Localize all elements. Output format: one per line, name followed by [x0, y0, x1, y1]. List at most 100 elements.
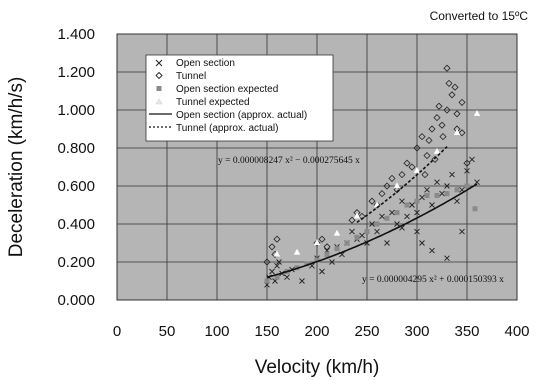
open-section-point	[369, 221, 375, 227]
open-section-point	[409, 202, 415, 208]
legend-item-open-section-fit: Open section (approx. actual)	[149, 110, 307, 121]
legend-item-open-section: Open section	[155, 58, 235, 69]
legend: Open section Tunnel Open section expecte…	[145, 54, 334, 142]
tunnel-point	[408, 163, 416, 171]
open-section-expected-point	[464, 183, 470, 189]
tunnel-fit-equation: y = 0.000008247 x² − 0.000275645 x	[218, 156, 360, 166]
open-section-expected-point	[394, 210, 400, 216]
x-tick-label: 100	[204, 323, 229, 340]
x-tick-label: 400	[504, 323, 529, 340]
x-tick-label: 300	[404, 323, 429, 340]
tunnel-expected-point	[313, 238, 321, 246]
open-section-point	[469, 156, 475, 163]
tunnel-expected-point	[293, 248, 301, 255]
open-section-point	[459, 228, 465, 235]
open-section-expected-point	[274, 274, 280, 280]
open-section-expected-point	[384, 215, 390, 221]
open-section-point	[414, 209, 420, 216]
tunnel-point	[439, 133, 447, 141]
tunnel-point	[368, 197, 376, 205]
legend-label: Open section (approx. actual)	[176, 110, 307, 121]
tunnel-point	[448, 91, 456, 99]
tunnel-point	[458, 129, 466, 137]
tunnel-point	[418, 133, 426, 141]
open-section-point	[424, 186, 430, 193]
open-section-expected-point	[364, 229, 370, 235]
tunnel-point	[378, 190, 386, 198]
y-axis-ticks: 0.000 0.200 0.400 0.600 0.800 1.000 1.200 1.400	[57, 26, 95, 309]
y-tick-label: 0.600	[57, 178, 95, 195]
open-section-point	[299, 278, 305, 284]
tunnel-point	[433, 114, 441, 122]
open-section-point	[454, 198, 460, 205]
tunnel-point	[313, 239, 321, 247]
open-section-expected-point	[304, 261, 310, 267]
square-marker-icon	[156, 86, 162, 91]
open-section-point	[269, 268, 275, 275]
legend-label: Tunnel expected	[176, 97, 250, 108]
open-section-point	[464, 167, 470, 174]
open-section-expected-point	[344, 240, 350, 246]
legend-item-open-section-expected: Open section expected	[156, 84, 278, 95]
open-section-expected-point	[334, 246, 340, 252]
y-axis-title: Deceleration (km/h/s)	[6, 77, 27, 258]
tunnel-point	[463, 159, 471, 167]
tunnel-fit-curve	[356, 146, 448, 223]
legend-label: Open section expected	[176, 84, 278, 95]
data-points	[263, 64, 481, 288]
triangle-marker-icon	[155, 98, 163, 105]
tunnel-expected-point	[473, 109, 481, 117]
diamond-marker-icon	[155, 71, 163, 80]
y-tick-label: 1.400	[57, 26, 95, 43]
tunnel-point	[423, 152, 431, 160]
open-section-expected-point	[404, 202, 410, 208]
legend-box	[145, 54, 334, 142]
y-tick-label: 0.400	[57, 216, 95, 233]
legend-label: Tunnel	[176, 71, 206, 82]
open-section-point	[414, 228, 420, 235]
tunnel-point	[403, 159, 411, 167]
gridlines	[116, 33, 518, 301]
tunnel-point	[443, 106, 451, 114]
tunnel-point	[428, 125, 436, 133]
tunnel-point	[435, 102, 443, 110]
open-section-point	[434, 179, 440, 186]
open-section-point	[284, 274, 290, 281]
open-section-point	[449, 171, 455, 178]
fit-curves	[266, 146, 478, 279]
open-section-point	[444, 183, 450, 189]
tunnel-point	[388, 174, 396, 182]
y-tick-label: 0.800	[57, 140, 95, 157]
open-section-point	[359, 232, 365, 239]
tunnel-point	[268, 243, 276, 251]
open-section-point	[474, 179, 480, 186]
tunnel-point	[383, 182, 391, 190]
x-tick-label: 50	[159, 323, 176, 340]
open-section-point	[419, 194, 425, 201]
open-section-point	[429, 202, 435, 208]
legend-item-tunnel: Tunnel	[155, 71, 206, 82]
open-section-point	[399, 198, 405, 205]
tunnel-point	[273, 235, 281, 243]
tunnel-point	[413, 144, 421, 152]
x-tick-label: 350	[454, 323, 479, 340]
tunnel-expected-point	[333, 229, 341, 236]
open-section-expected-point	[434, 193, 440, 198]
open-section-expected-point	[354, 234, 360, 240]
open-section-expected-point	[472, 206, 478, 212]
tunnel-point	[393, 186, 401, 194]
tunnel-point	[398, 171, 406, 179]
tunnel-point	[425, 136, 433, 144]
tunnel-point	[458, 98, 466, 106]
tunnel-expected-point	[413, 166, 421, 174]
tunnel-point	[445, 79, 453, 87]
x-tick-label: 150	[254, 323, 279, 340]
x-marker-icon	[155, 59, 163, 67]
chart-note: Converted to 15ºC	[430, 9, 529, 23]
tunnel-point	[438, 121, 446, 129]
open-section-point	[329, 259, 335, 265]
legend-item-tunnel-fit: Tunnel (approx. actual)	[149, 123, 278, 134]
open-section-expected-point	[424, 193, 430, 198]
legend-item-tunnel-expected: Tunnel expected	[155, 97, 250, 108]
